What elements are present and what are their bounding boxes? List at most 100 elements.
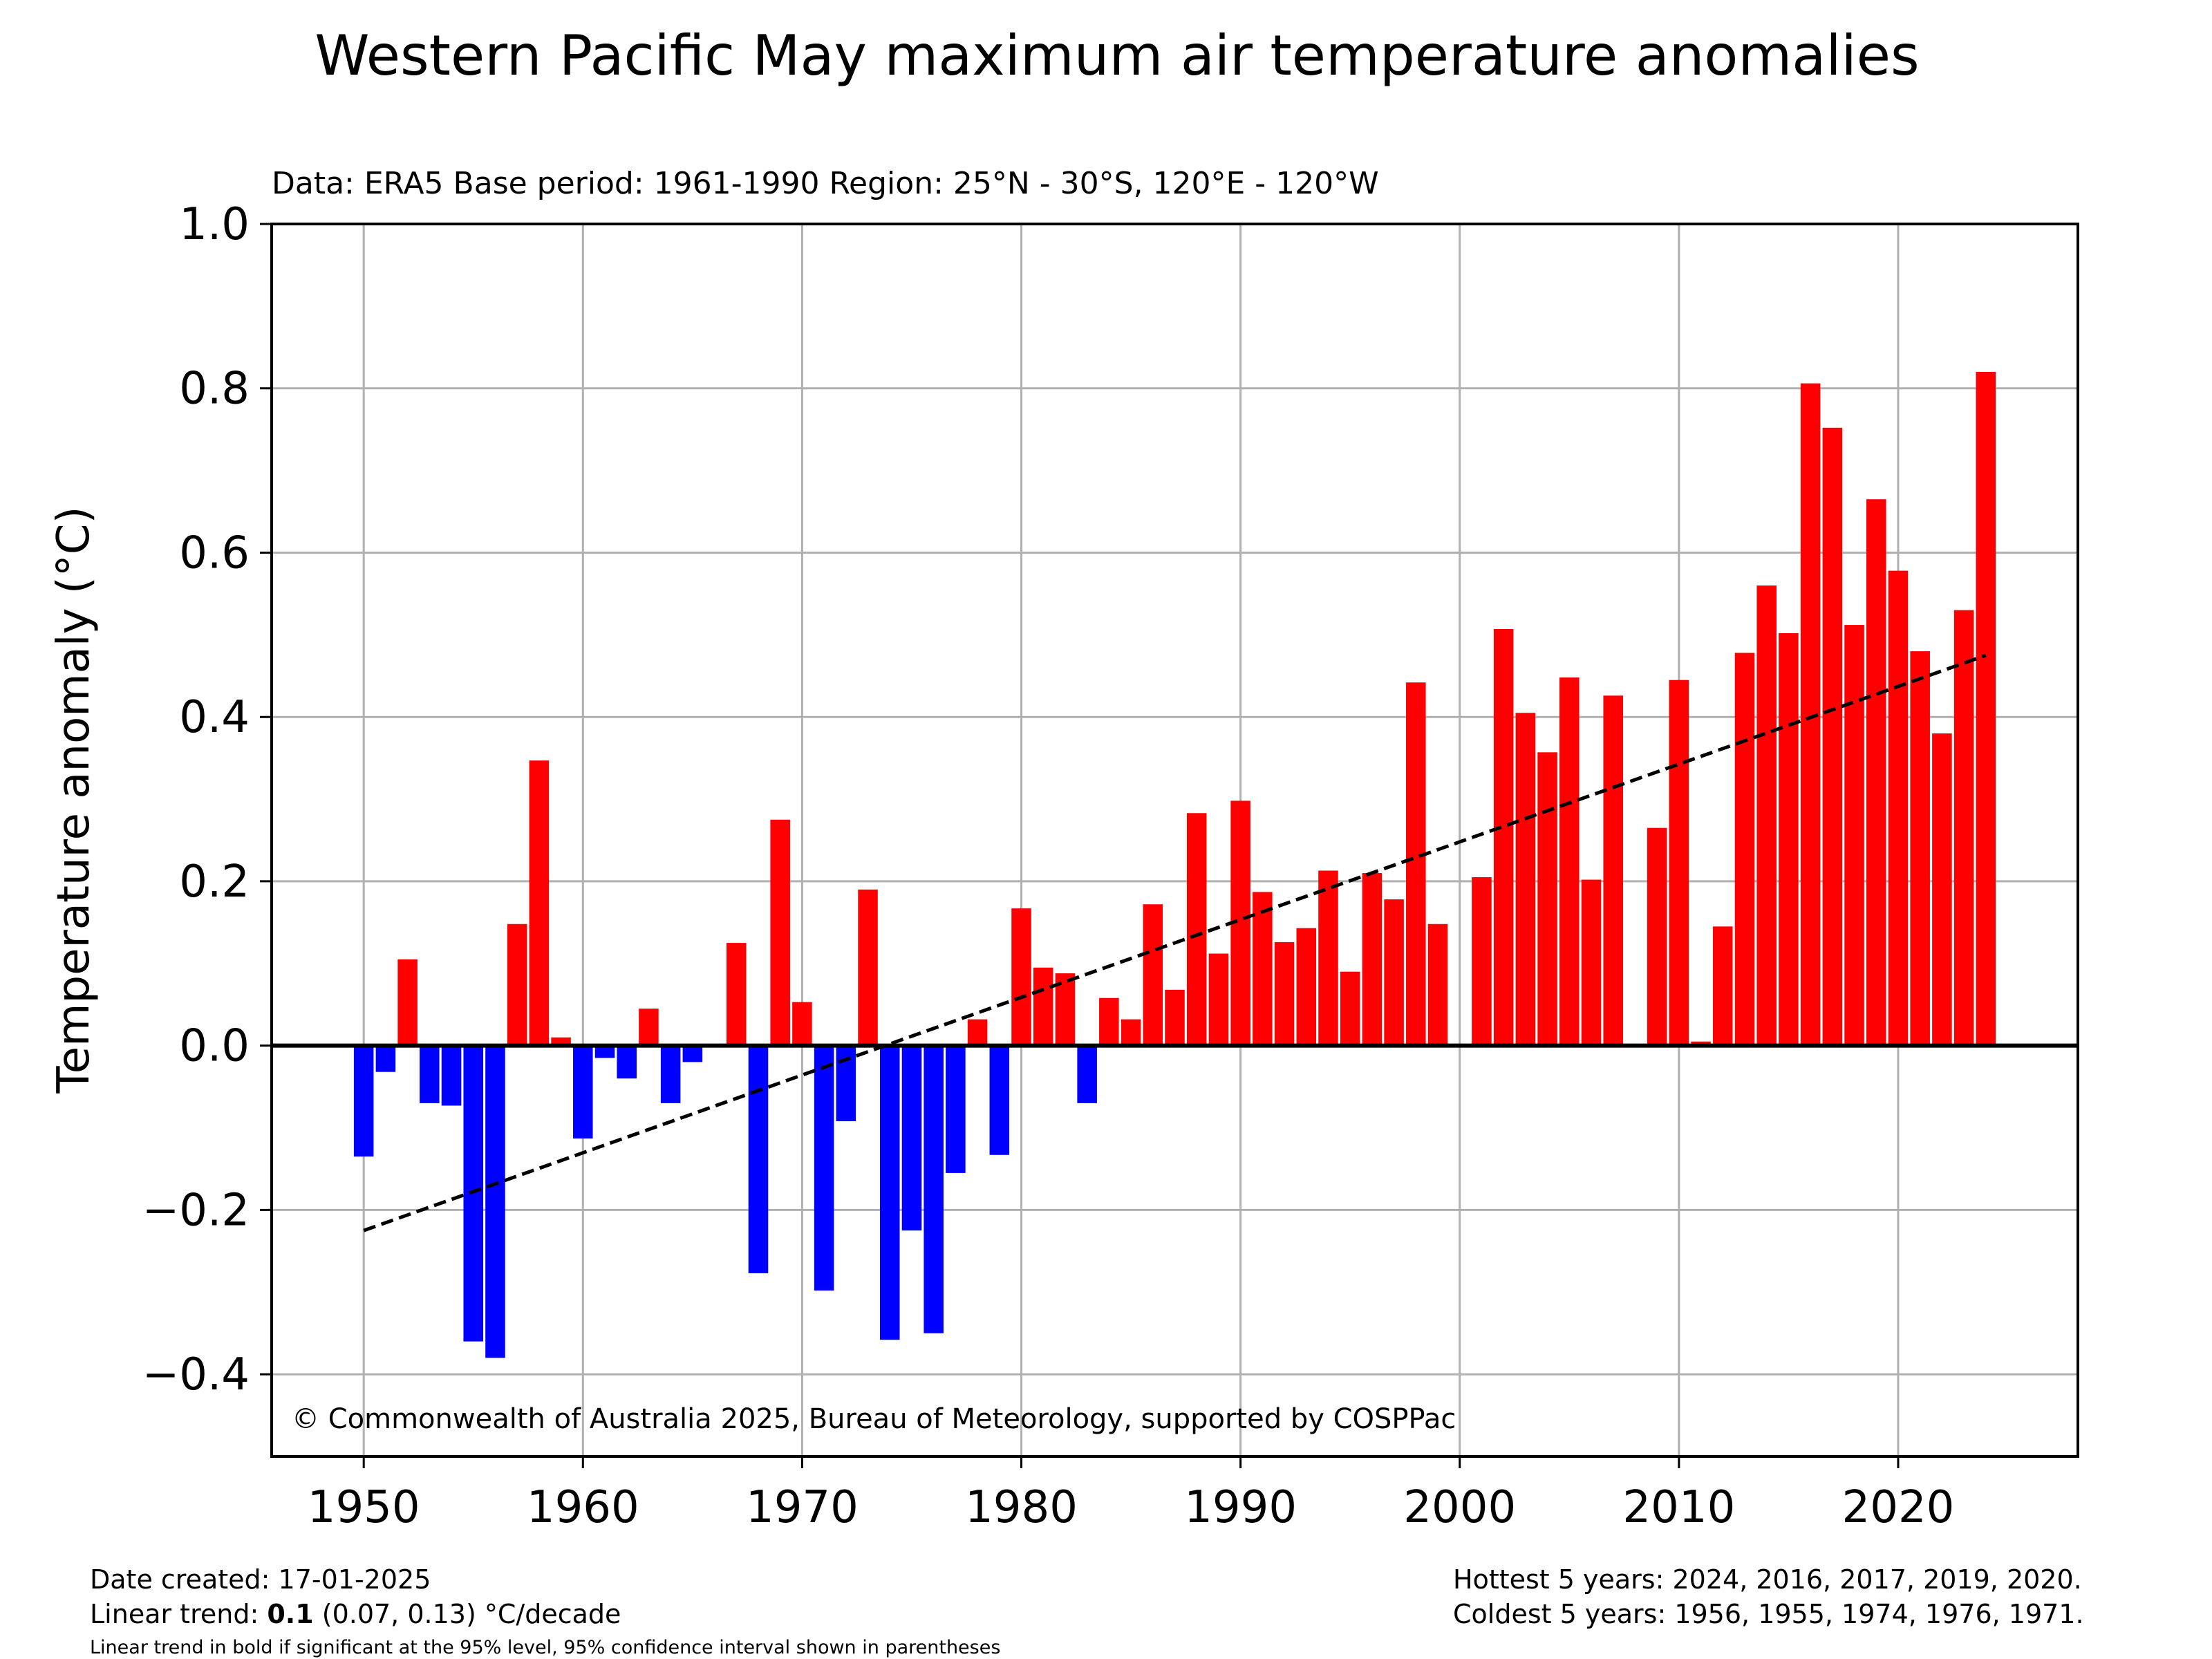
bar-1980 bbox=[1011, 908, 1031, 1046]
plot-frame bbox=[270, 223, 2079, 1458]
bar-2013 bbox=[1734, 653, 1755, 1046]
bar-1971 bbox=[814, 1045, 834, 1291]
bar-2005 bbox=[1559, 677, 1580, 1046]
bar-1991 bbox=[1253, 892, 1273, 1046]
x-tick-label: 1990 bbox=[1184, 1482, 1297, 1533]
bar-1951 bbox=[375, 1045, 396, 1072]
bar-2018 bbox=[1844, 625, 1864, 1046]
trend-note: Linear trend in bold if significant at t… bbox=[90, 1637, 1001, 1658]
bar-1995 bbox=[1340, 971, 1360, 1046]
bar-2001 bbox=[1472, 877, 1492, 1046]
bar-2002 bbox=[1493, 629, 1514, 1046]
bar-1960 bbox=[573, 1045, 593, 1138]
trend-value: 0.1 bbox=[267, 1599, 314, 1629]
y-tick-label: 0.8 bbox=[179, 364, 250, 415]
y-tick-label: −0.2 bbox=[142, 1185, 250, 1236]
bar-1978 bbox=[967, 1019, 988, 1046]
linear-trend: Linear trend: 0.1 (0.07, 0.13) °C/decade bbox=[90, 1597, 621, 1631]
bar-2015 bbox=[1779, 632, 1799, 1046]
bar-1969 bbox=[770, 819, 790, 1046]
bar-1999 bbox=[1427, 924, 1448, 1046]
bars bbox=[353, 371, 1996, 1358]
bar-2017 bbox=[1822, 427, 1843, 1046]
bar-1989 bbox=[1208, 953, 1229, 1046]
trend-suffix: (0.07, 0.13) °C/decade bbox=[313, 1599, 621, 1629]
bar-2003 bbox=[1515, 713, 1536, 1046]
chart-subtitle: Data: ERA5 Base period: 1961-1990 Region… bbox=[272, 166, 1379, 201]
trend-line bbox=[363, 653, 1987, 1232]
hottest-years: Hottest 5 years: 2024, 2016, 2017, 2019,… bbox=[1453, 1564, 2082, 1595]
bar-1968 bbox=[748, 1045, 769, 1273]
bar-1992 bbox=[1274, 941, 1295, 1046]
footer-left: Date created: 17-01-2025 Linear trend: 0… bbox=[90, 1562, 621, 1631]
bar-1977 bbox=[946, 1045, 966, 1173]
y-tick-label: 1.0 bbox=[179, 199, 250, 250]
bar-2014 bbox=[1756, 585, 1777, 1046]
bar-2010 bbox=[1669, 679, 1689, 1046]
footer-right: Hottest 5 years: 2024, 2016, 2017, 2019,… bbox=[1453, 1562, 2084, 1631]
coldest-years: Coldest 5 years: 1956, 1955, 1974, 1976,… bbox=[1453, 1599, 2084, 1629]
bar-2021 bbox=[1910, 651, 1930, 1046]
bar-1958 bbox=[529, 760, 550, 1046]
copyright-annotation: © Commonwealth of Australia 2025, Bureau… bbox=[292, 1403, 1456, 1435]
bar-1965 bbox=[682, 1045, 703, 1062]
bar-1993 bbox=[1296, 928, 1317, 1046]
y-tick-label: 0.0 bbox=[179, 1021, 250, 1072]
x-tick-label: 1960 bbox=[527, 1482, 639, 1533]
bar-1998 bbox=[1406, 682, 1426, 1046]
bar-1970 bbox=[792, 1002, 812, 1046]
bar-1955 bbox=[463, 1045, 484, 1342]
bar-1953 bbox=[420, 1045, 440, 1103]
bar-1986 bbox=[1143, 904, 1163, 1046]
bar-1962 bbox=[617, 1045, 637, 1079]
bar-2023 bbox=[1953, 610, 1974, 1046]
bar-1952 bbox=[397, 959, 418, 1046]
y-tick-label: 0.2 bbox=[179, 856, 250, 908]
bar-1994 bbox=[1318, 870, 1338, 1046]
bar-1987 bbox=[1165, 989, 1185, 1046]
bar-2007 bbox=[1603, 695, 1623, 1046]
tick-labels: 1950 1960 1970 1980 1990 2000 2010 2020 −0.4 −0.2… bbox=[142, 199, 1955, 1533]
bar-1997 bbox=[1384, 899, 1404, 1046]
bar-2022 bbox=[1932, 733, 1952, 1046]
bar-2012 bbox=[1713, 926, 1733, 1046]
bar-1985 bbox=[1121, 1019, 1141, 1046]
chart-title: Western Pacific May maximum air temperat… bbox=[315, 24, 1919, 88]
y-tick-label: −0.4 bbox=[142, 1349, 250, 1400]
y-tick-label: 0.6 bbox=[179, 527, 250, 579]
bar-1950 bbox=[353, 1045, 374, 1157]
bar-1979 bbox=[989, 1045, 1010, 1155]
bar-1963 bbox=[639, 1009, 659, 1046]
bar-1974 bbox=[879, 1045, 900, 1340]
bar-1972 bbox=[836, 1045, 856, 1122]
x-tick-label: 1980 bbox=[965, 1482, 1078, 1533]
x-tick-label: 1970 bbox=[746, 1482, 859, 1533]
y-tick-label: 0.4 bbox=[179, 692, 250, 743]
bar-1957 bbox=[507, 924, 527, 1046]
bar-1983 bbox=[1077, 1045, 1097, 1103]
x-tick-label: 1950 bbox=[308, 1482, 420, 1533]
bar-2020 bbox=[1888, 570, 1909, 1046]
x-tick-label: 2020 bbox=[1842, 1482, 1955, 1533]
bar-2006 bbox=[1581, 879, 1602, 1046]
bar-2019 bbox=[1866, 499, 1886, 1046]
date-created: Date created: 17-01-2025 bbox=[90, 1564, 431, 1595]
bar-1996 bbox=[1362, 873, 1382, 1046]
bar-2004 bbox=[1537, 752, 1557, 1046]
bar-2009 bbox=[1647, 827, 1667, 1046]
bar-1967 bbox=[727, 943, 747, 1046]
bar-1959 bbox=[551, 1037, 571, 1046]
bar-1976 bbox=[924, 1045, 944, 1333]
bar-1988 bbox=[1186, 813, 1207, 1046]
bar-1964 bbox=[660, 1045, 681, 1103]
bar-1981 bbox=[1033, 967, 1053, 1046]
bar-1975 bbox=[901, 1045, 922, 1231]
ticks bbox=[260, 223, 1900, 1468]
bar-1954 bbox=[441, 1045, 462, 1106]
x-tick-label: 2010 bbox=[1622, 1482, 1735, 1533]
bar-2024 bbox=[1976, 371, 1996, 1046]
bar-1973 bbox=[858, 889, 878, 1046]
y-axis-label: Temperature anomaly (°C) bbox=[48, 507, 100, 1094]
bar-1984 bbox=[1099, 997, 1119, 1046]
